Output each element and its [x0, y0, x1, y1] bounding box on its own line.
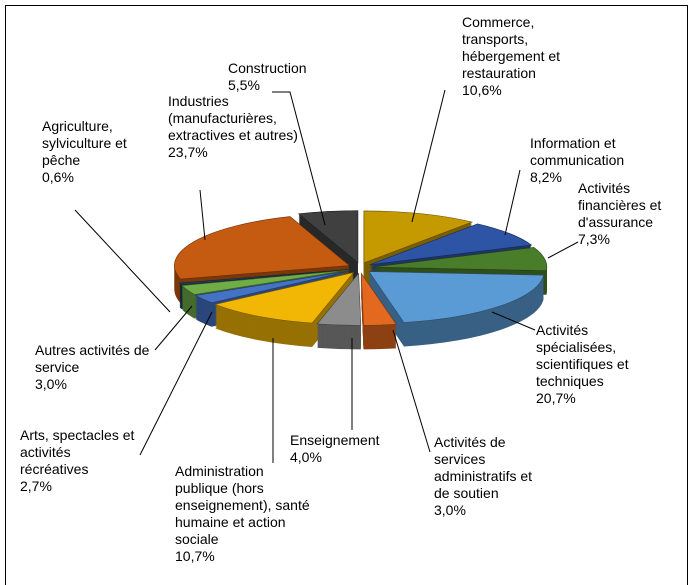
slice: [316, 272, 362, 326]
slice: [178, 269, 349, 286]
slice-label: Commerce, transports, hébergement et res…: [462, 14, 561, 98]
leader-line: [547, 241, 579, 259]
slice: [363, 210, 474, 264]
slice-label: Construction 5,5%: [228, 60, 307, 93]
slice-label: Administration publique (hors enseigneme…: [175, 463, 310, 564]
slice-label: Activités financières et d'assurance 7,3%: [578, 180, 662, 247]
leader-line: [272, 91, 326, 226]
slice-label: Agriculture, sylviculture et pêche 0,6%: [42, 118, 127, 185]
leader-lines: [74, 89, 579, 463]
slice: [371, 247, 548, 272]
slice: [194, 270, 350, 304]
slice: [181, 269, 349, 295]
pie: [174, 210, 548, 350]
leader-line: [139, 311, 213, 456]
slice-label: Activités de services administratifs et …: [434, 434, 533, 518]
slice: [214, 272, 355, 324]
leader-line: [392, 329, 431, 453]
leader-line: [411, 89, 446, 223]
slice: [369, 223, 533, 266]
slice: [368, 271, 544, 323]
slice-label: Activités spécialisées, scientifiques et…: [536, 322, 629, 406]
slice-label: Industries (manufacturières, extractives…: [168, 93, 298, 160]
leader-line: [504, 169, 521, 236]
slice-label: Enseignement 4,0%: [290, 432, 380, 465]
slice-label: Information et communication 8,2%: [530, 135, 625, 185]
leader-line: [74, 209, 171, 313]
chart-border: [5, 5, 688, 585]
leader-line: [154, 305, 193, 351]
slice: [297, 210, 359, 264]
slice: [360, 272, 397, 326]
slice-label: Autres activités de service 3,0%: [35, 342, 150, 392]
slice-label: Arts, spectacles et activités récréative…: [20, 427, 135, 494]
slice: [174, 216, 351, 280]
leader-line: [199, 189, 206, 241]
leader-line: [491, 311, 536, 331]
